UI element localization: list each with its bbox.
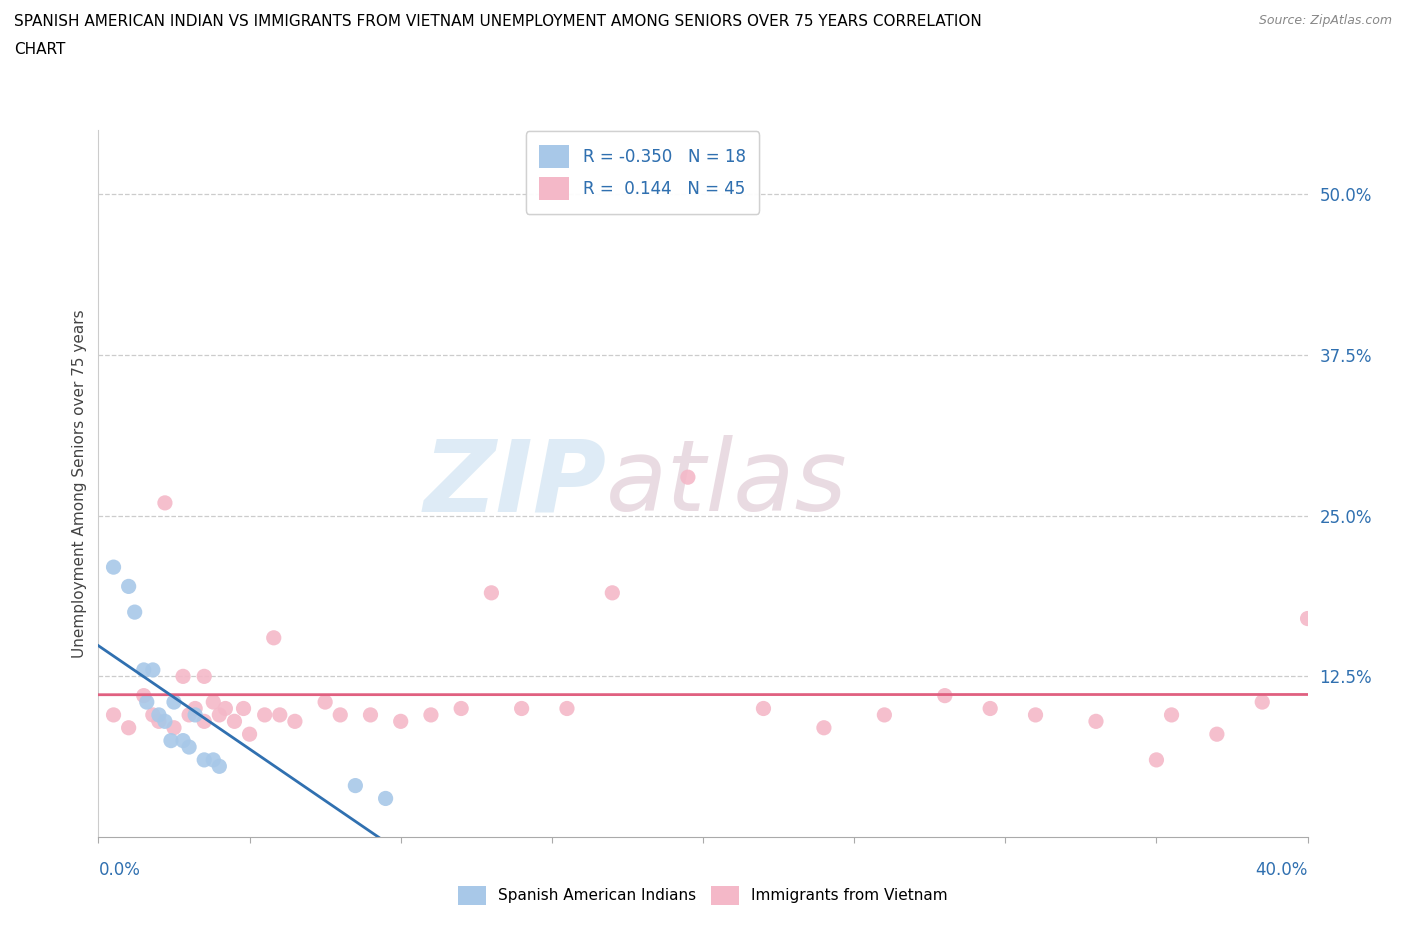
Point [172,669,194,684]
Point [676,470,699,485]
Point [344,778,367,793]
Point [208,708,231,723]
Text: atlas: atlas [606,435,848,532]
Point [1085,714,1108,729]
Point [1144,752,1167,767]
Point [142,708,165,723]
Point [103,560,125,575]
Point [555,701,578,716]
Point [269,708,291,723]
Point [481,585,503,600]
Point [118,721,141,736]
Point [163,721,186,736]
Point [1251,695,1274,710]
Text: ZIP: ZIP [423,435,606,532]
Point [253,708,276,723]
Point [360,708,382,723]
Point [263,631,285,645]
Point [153,714,176,729]
Point [193,714,215,729]
Point [163,695,186,710]
Text: 0.0%: 0.0% [98,860,141,879]
Point [132,662,155,677]
Point [1296,611,1319,626]
Point [177,708,201,723]
Point [1160,708,1182,723]
Point [118,579,141,594]
Point [193,669,215,684]
Point [934,688,956,703]
Point [752,701,775,716]
Text: Source: ZipAtlas.com: Source: ZipAtlas.com [1258,14,1392,27]
Text: 40.0%: 40.0% [1256,860,1308,879]
Point [450,701,472,716]
Point [1206,726,1229,741]
Point [813,721,835,736]
Point [103,708,125,723]
Text: CHART: CHART [14,42,66,57]
Point [193,752,215,767]
Point [873,708,896,723]
Point [184,708,207,723]
Point [153,496,176,511]
Point [1024,708,1046,723]
Point [284,714,307,729]
Point [602,585,624,600]
Point [214,701,236,716]
Point [148,708,170,723]
Point [979,701,1001,716]
Text: SPANISH AMERICAN INDIAN VS IMMIGRANTS FROM VIETNAM UNEMPLOYMENT AMONG SENIORS OV: SPANISH AMERICAN INDIAN VS IMMIGRANTS FR… [14,14,981,29]
Point [160,733,183,748]
Point [419,708,441,723]
Legend: R = -0.350   N = 18, R =  0.144   N = 45: R = -0.350 N = 18, R = 0.144 N = 45 [526,131,759,214]
Point [148,714,170,729]
Point [124,604,146,619]
Point [208,759,231,774]
Y-axis label: Unemployment Among Seniors over 75 years: Unemployment Among Seniors over 75 years [72,310,87,658]
Point [374,791,396,806]
Point [202,695,225,710]
Point [389,714,412,729]
Point [202,752,225,767]
Point [239,726,262,741]
Point [177,739,201,754]
Point [135,695,157,710]
Point [224,714,246,729]
Point [510,701,533,716]
Point [142,662,165,677]
Point [329,708,352,723]
Point [184,701,207,716]
Point [132,688,155,703]
Point [172,733,194,748]
Point [232,701,254,716]
Point [314,695,336,710]
